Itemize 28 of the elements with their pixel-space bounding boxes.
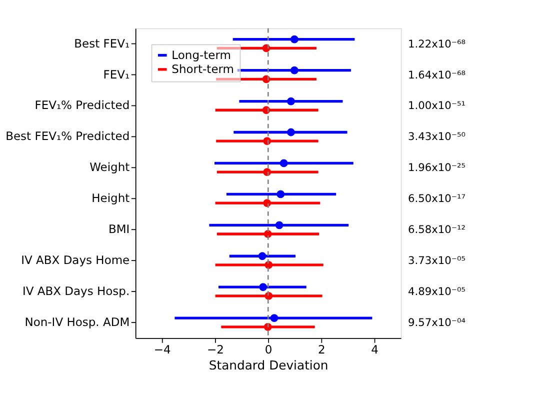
legend-label: Short-term (172, 62, 234, 76)
text: 9.57x10⁻⁰⁴ (408, 316, 466, 330)
x-tick-label: −2 (207, 342, 224, 356)
y-tick-label: Non-IV Hosp. ADM (24, 315, 130, 330)
y-tick-label: Best FEV₁ (74, 36, 130, 50)
text: 6.58x10⁻¹² (408, 223, 466, 236)
y-tick-label: FEV₁ (103, 67, 130, 82)
y-tick-label: FEV₁% Predicted (34, 98, 130, 112)
y-tick-label: Best FEV₁% Predicted (6, 129, 130, 144)
x-tick-label: 0 (264, 342, 272, 356)
legend-label: Long-term (172, 48, 231, 62)
y-tick-label: IV ABX Days Hosp. (22, 284, 130, 298)
y-tick-label: BMI (108, 222, 130, 236)
x-tick-label: 4 (371, 342, 378, 356)
text: 4.89x10⁻⁰⁵ (408, 285, 466, 298)
y-tick-label: Weight (90, 160, 130, 174)
x-axis-title: Standard Deviation (208, 358, 328, 372)
text: 1.00x10⁻⁵¹ (408, 99, 466, 112)
text: 3.43x10⁻⁵⁰ (408, 130, 466, 144)
text: 3.73x10⁻⁰⁵ (408, 254, 466, 268)
y-tick-label: IV ABX Days Home (21, 253, 130, 268)
text: 1.64x10⁻⁶⁸ (408, 68, 466, 82)
x-tick-label: −4 (154, 342, 171, 356)
text: 6.50x10⁻¹⁷ (408, 192, 466, 206)
y-tick-label: Height (92, 191, 130, 206)
text: 1.22x10⁻⁶⁸ (408, 37, 466, 50)
x-tick-label: 2 (318, 342, 326, 356)
text: 1.96x10⁻²⁵ (408, 161, 466, 174)
